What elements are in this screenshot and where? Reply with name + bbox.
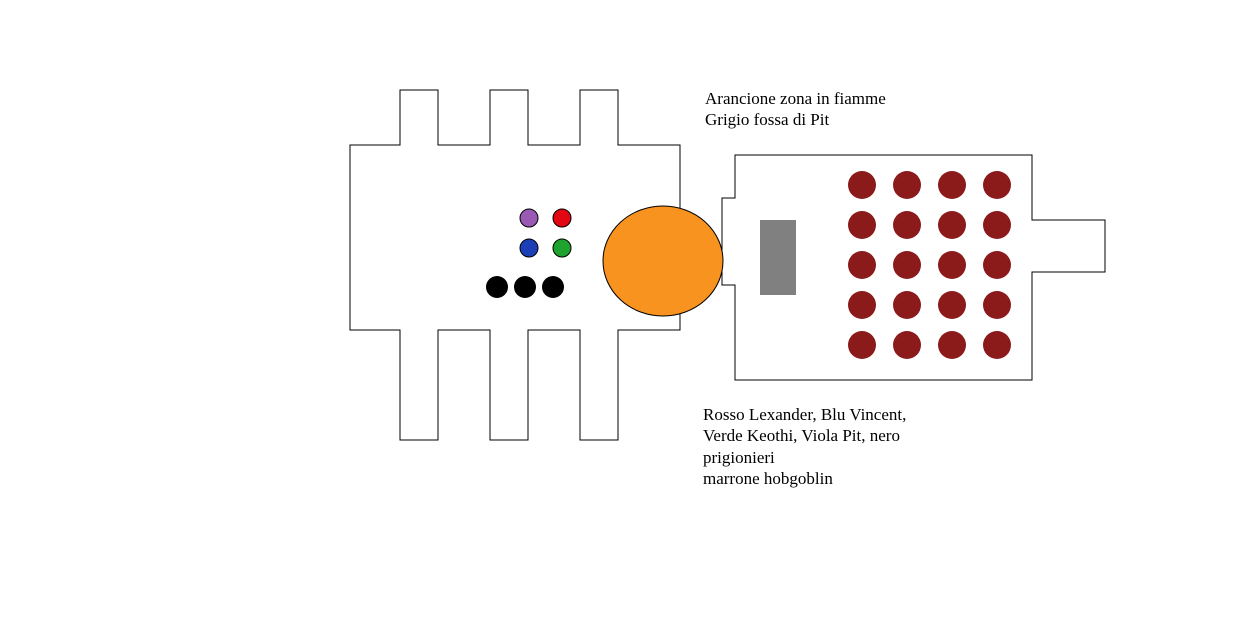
token-hobgoblin-r4-c1 <box>893 331 921 359</box>
token-hobgoblin-r3-c1 <box>893 291 921 319</box>
token-hobgoblin-r1-c2 <box>938 211 966 239</box>
legend-top-line: Arancione zona in fiamme <box>705 88 886 109</box>
token-prisoner-1 <box>514 276 536 298</box>
token-hobgoblin-r3-c0 <box>848 291 876 319</box>
legend-bottom: Rosso Lexander, Blu Vincent,Verde Keothi… <box>703 404 906 489</box>
map-canvas <box>0 0 1242 625</box>
token-hobgoblin-r4-c3 <box>983 331 1011 359</box>
legend-bottom-line: marrone hobgoblin <box>703 468 906 489</box>
legend-top: Arancione zona in fiammeGrigio fossa di … <box>705 88 886 131</box>
legend-bottom-line: prigionieri <box>703 447 906 468</box>
token-hobgoblin-r1-c1 <box>893 211 921 239</box>
token-vincent-blu <box>520 239 538 257</box>
legend-bottom-line: Verde Keothi, Viola Pit, nero <box>703 425 906 446</box>
token-hobgoblin-r2-c3 <box>983 251 1011 279</box>
legend-top-line: Grigio fossa di Pit <box>705 109 886 130</box>
token-hobgoblin-r0-c1 <box>893 171 921 199</box>
token-hobgoblin-r4-c0 <box>848 331 876 359</box>
token-hobgoblin-r0-c2 <box>938 171 966 199</box>
legend-bottom-line: Rosso Lexander, Blu Vincent, <box>703 404 906 425</box>
token-hobgoblin-r0-c3 <box>983 171 1011 199</box>
token-prisoner-2 <box>542 276 564 298</box>
token-lexander-rosso <box>553 209 571 227</box>
token-hobgoblin-r2-c1 <box>893 251 921 279</box>
token-hobgoblin-r4-c2 <box>938 331 966 359</box>
flame-zone <box>603 206 723 316</box>
token-pit-viola <box>520 209 538 227</box>
token-keothi-verde <box>553 239 571 257</box>
token-hobgoblin-r2-c0 <box>848 251 876 279</box>
token-hobgoblin-r2-c2 <box>938 251 966 279</box>
token-hobgoblin-r3-c3 <box>983 291 1011 319</box>
token-hobgoblin-r3-c2 <box>938 291 966 319</box>
token-hobgoblin-r1-c0 <box>848 211 876 239</box>
pit-fossa <box>760 220 796 295</box>
token-prisoner-0 <box>486 276 508 298</box>
token-hobgoblin-r0-c0 <box>848 171 876 199</box>
token-hobgoblin-r1-c3 <box>983 211 1011 239</box>
